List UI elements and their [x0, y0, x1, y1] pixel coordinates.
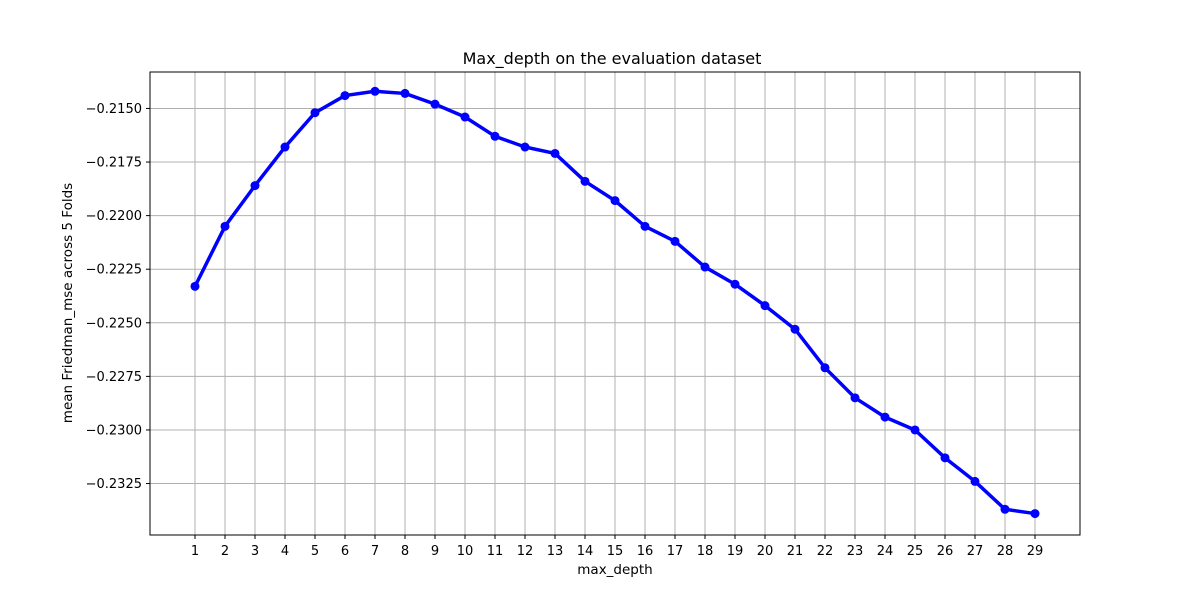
x-tick-label: 5 [311, 544, 319, 559]
x-tick-label: 6 [341, 544, 349, 559]
data-point [1000, 504, 1010, 514]
x-tick-label: 7 [371, 544, 379, 559]
data-point [460, 112, 470, 122]
x-tick-label: 22 [817, 544, 834, 559]
x-tick-label: 2 [221, 544, 229, 559]
data-point [580, 176, 590, 186]
y-tick-label: −0.2250 [86, 316, 142, 331]
x-tick-label: 16 [637, 544, 654, 559]
data-point [820, 363, 830, 373]
chart-title: Max_depth on the evaluation dataset [463, 49, 762, 69]
y-tick-label: −0.2175 [86, 156, 142, 171]
x-tick-label: 10 [457, 544, 474, 559]
y-tick-label: −0.2275 [86, 370, 142, 385]
x-tick-label: 28 [997, 544, 1014, 559]
series-layer [190, 86, 1040, 519]
x-tick-label: 23 [847, 544, 864, 559]
data-point [910, 425, 920, 435]
x-tick-label: 11 [487, 544, 504, 559]
x-tick-label: 3 [251, 544, 259, 559]
x-tick-label: 29 [1027, 544, 1044, 559]
y-axis: −0.2325 −0.2300 −0.2275 −0.2250 −0.2225 −0.22… [86, 102, 150, 492]
data-point [220, 221, 230, 231]
data-point [520, 142, 530, 152]
y-tick-label: −0.2300 [86, 423, 142, 438]
data-point [280, 142, 290, 152]
data-point [880, 412, 890, 422]
x-tick-label: 21 [787, 544, 804, 559]
x-tick-label: 26 [937, 544, 954, 559]
data-point [1030, 509, 1040, 519]
data-point [760, 301, 770, 311]
data-point [190, 281, 200, 291]
x-tick-label: 25 [907, 544, 924, 559]
data-point [430, 99, 440, 109]
x-tick-label: 24 [877, 544, 894, 559]
x-axis-label: max_depth [577, 562, 652, 578]
x-tick-label: 4 [281, 544, 289, 559]
data-point [790, 324, 800, 334]
x-axis: 1 2 3 4 5 6 7 8 9 10 11 12 13 14 15 16 17 18 19 20 21 22 23 24 2… [191, 535, 1043, 559]
data-point [940, 453, 950, 463]
data-point [550, 148, 560, 158]
x-tick-label: 9 [431, 544, 439, 559]
data-point [670, 236, 680, 246]
x-tick-label: 18 [697, 544, 714, 559]
y-tick-label: −0.2325 [86, 477, 142, 492]
x-tick-label: 8 [401, 544, 409, 559]
x-tick-label: 13 [547, 544, 564, 559]
x-tick-label: 1 [191, 544, 199, 559]
data-point [490, 131, 500, 141]
data-point [340, 91, 350, 101]
y-tick-label: −0.2200 [86, 209, 142, 224]
data-point [250, 181, 260, 191]
x-tick-label: 15 [607, 544, 624, 559]
data-point [370, 86, 380, 96]
x-tick-label: 19 [727, 544, 744, 559]
y-tick-label: −0.2225 [86, 263, 142, 278]
x-tick-label: 14 [577, 544, 594, 559]
x-tick-label: 17 [667, 544, 684, 559]
data-point [610, 196, 620, 206]
data-point [310, 108, 320, 118]
data-point [730, 279, 740, 289]
x-tick-label: 27 [967, 544, 984, 559]
x-tick-label: 12 [517, 544, 534, 559]
data-point [400, 88, 410, 98]
data-point [850, 393, 860, 403]
y-tick-label: −0.2150 [86, 102, 142, 117]
data-point [970, 476, 980, 486]
data-point [700, 262, 710, 272]
data-point [640, 221, 650, 231]
y-axis-label: mean Friedman_mse across 5 Folds [60, 183, 76, 423]
x-tick-label: 20 [757, 544, 774, 559]
